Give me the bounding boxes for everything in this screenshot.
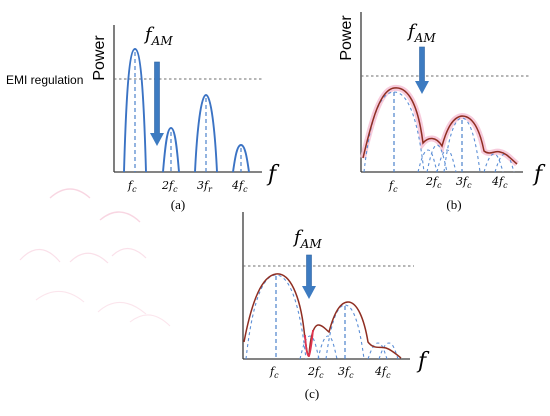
panel-b-sub-peak-4fc-left (483, 153, 504, 173)
panel-b-tick-3fc: 3fc (456, 175, 472, 190)
panel-b-sub-peak-2fc-left (417, 149, 438, 173)
panel-b-fam-arrow-shaft (419, 46, 425, 83)
panel-b-sub-peak-2fc-right (436, 149, 457, 173)
panel-c-sub-peak-2fc-left (299, 335, 320, 360)
panel-c-tick-2fc: 2fc (307, 365, 324, 380)
panel-a-tick-fc: fc (127, 179, 137, 194)
panel-c-tick-fc: fc (269, 365, 279, 380)
panel-a-peak-4fc (232, 144, 250, 173)
panel-b-tick-4fc: 4fc (491, 175, 508, 190)
panel-c-fam-label: fAM (292, 227, 322, 251)
panel-c-sub-peak-2fc-right (317, 335, 338, 360)
panel-b-sub-peak-fc (363, 91, 425, 173)
panel-c-sub-peak-fc (245, 274, 307, 360)
panel-a-tick-2fc: 2fc (161, 179, 178, 194)
panel-c: fAM fc 2fc 3fc 4fc f (c) (242, 212, 430, 401)
panel-a-fam-label: fAM (143, 24, 173, 48)
panel-c-notch-highlight (304, 329, 314, 357)
panel-c-fam-arrow-shaft (306, 254, 312, 288)
panel-c-sub-peak-4fc-left (367, 342, 388, 360)
panel-b-fam-arrow-head (415, 81, 429, 94)
panel-a-peak-2fc (162, 127, 180, 173)
panel-b: Power fAM fc 2fc 3fc (338, 12, 546, 212)
panel-a-peak-3fc (194, 94, 218, 173)
panel-b-tick-fc: fc (388, 179, 398, 194)
panel-a-tick-4fc: 4fc (231, 179, 248, 194)
panel-c-x-axis-symbol: f (416, 349, 430, 374)
panel-b-tick-2fc: 2fc (425, 175, 442, 190)
background-artifact-lines (19, 188, 171, 327)
panel-c-fam-arrow-head (302, 286, 316, 299)
panel-a-y-axis-label: Power (91, 35, 108, 81)
panel-a-tick-3fr: 3fr (197, 179, 213, 194)
panel-a-x-axis-symbol: f (266, 162, 280, 187)
panel-b-y-axis-label: Power (338, 15, 355, 61)
panel-c-sub-peak-4fc-right (378, 342, 399, 360)
panel-a-emi-regulation-label: EMI regulation (6, 73, 83, 87)
panel-b-caption: (b) (446, 197, 461, 212)
panel-b-sub-peak-4fc-right (494, 153, 515, 173)
panel-c-caption: (c) (305, 386, 319, 401)
panel-a-caption: (a) (171, 197, 185, 212)
panel-c-envelope (243, 273, 402, 359)
panel-c-sub-peak-3fc (325, 304, 365, 360)
panel-c-tick-4fc: 4fc (374, 365, 391, 380)
panel-b-envelope (362, 87, 518, 165)
panel-b-sub-peak-3fc (443, 117, 481, 173)
panel-b-x-axis-symbol: f (532, 162, 546, 187)
panel-a: Power EMI regulation fAM fc 2fc 3fr 4f (6, 24, 280, 212)
panel-b-fam-label: fAM (406, 21, 436, 45)
panel-c-tick-3fc: 3fc (338, 365, 354, 380)
panel-a-peak-fc (123, 48, 147, 173)
panel-a-fam-arrow-shaft (154, 61, 160, 135)
panel-a-fam-arrow-head (150, 133, 164, 146)
